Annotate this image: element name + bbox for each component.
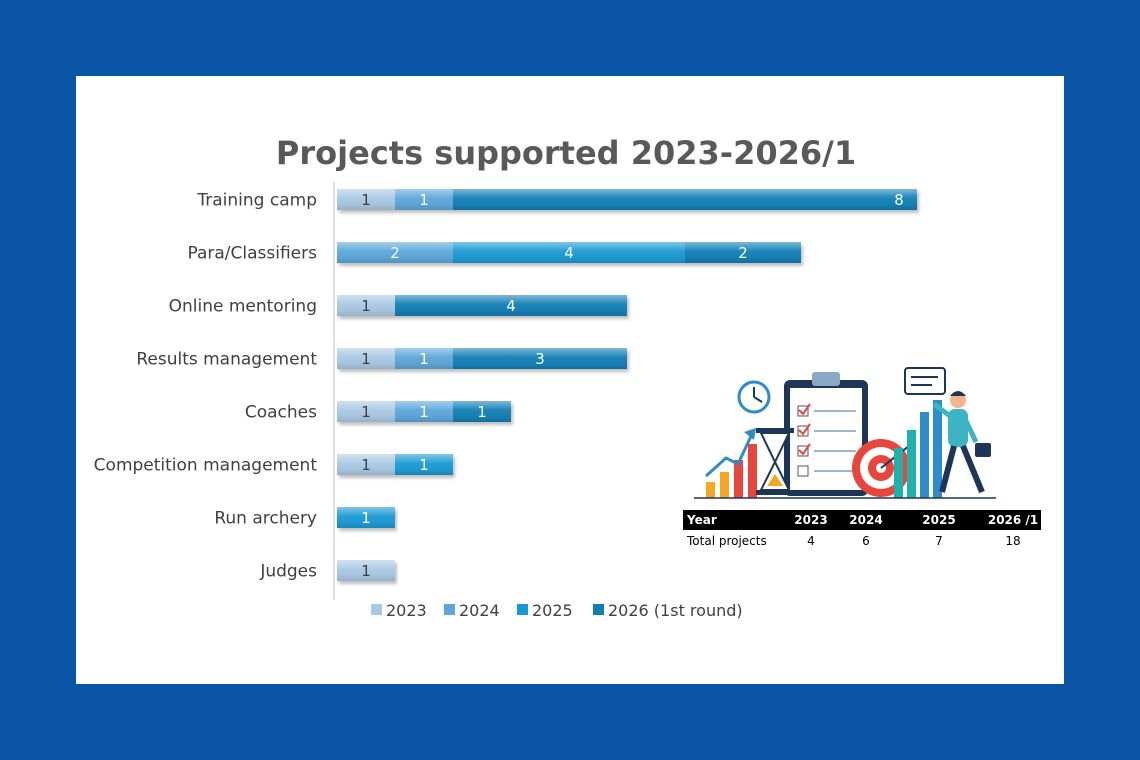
bar-highlight [337, 507, 395, 528]
bar-highlight [453, 348, 627, 369]
bar-highlight [337, 242, 453, 263]
target-icon [852, 439, 915, 497]
value-label-online-mentoring-2023: 1 [361, 297, 371, 315]
value-label-para-classifiers-2026-1st-round: 2 [738, 244, 748, 262]
bar-highlight [337, 348, 395, 369]
table-header-2026: 2026 /1 [988, 513, 1038, 527]
bar-highlight [337, 189, 395, 210]
bar-highlight [395, 401, 453, 422]
bar-highlight [685, 242, 801, 263]
legend-label-2024: 2024 [459, 601, 500, 620]
bar-highlight [395, 189, 453, 210]
growth-bars-icon [704, 428, 757, 498]
category-label-run-archery: Run archery [214, 509, 317, 529]
value-label-competition-management-2023: 1 [361, 456, 371, 474]
bar-highlight [337, 295, 395, 316]
legend: 2023 2024 2025 2026 (1st round) [371, 601, 743, 620]
bar-highlight [395, 348, 453, 369]
value-label-training-camp-2026-1st-round: 8 [894, 191, 904, 209]
value-label-competition-management-2025: 1 [419, 456, 429, 474]
category-labels: Training camp Para/Classifiers Online ment… [94, 191, 318, 582]
hourglass-icon [756, 428, 794, 495]
legend-swatch-2024 [444, 604, 455, 615]
bar-highlight [453, 189, 917, 210]
category-label-competition-management: Competition management [94, 456, 318, 476]
chart-title: Projects supported 2023-2026/1 [276, 134, 856, 172]
category-label-judges: Judges [259, 562, 317, 582]
business-illustration [694, 367, 996, 499]
value-label-training-camp-2023: 1 [361, 191, 371, 209]
table-header-2025: 2025 [922, 513, 955, 527]
table-row-label: Total projects [686, 534, 767, 548]
legend-label-2025: 2025 [532, 601, 573, 620]
table-header-row [683, 510, 1041, 530]
clipboard-icon [784, 372, 868, 496]
value-label-results-management-2026-1st-round: 3 [535, 350, 545, 368]
legend-label-2026-1st-round: 2026 (1st round) [608, 601, 743, 620]
clock-icon [737, 380, 771, 414]
bar-highlight [453, 401, 511, 422]
bar-highlight [337, 401, 395, 422]
category-label-results-management: Results management [136, 350, 317, 370]
value-label-judges-2023: 1 [361, 562, 371, 580]
bars-layer: 1 1 8 2 4 2 1 4 1 1 3 1 1 1 1 1 1 1 [337, 189, 917, 581]
table-header-year: Year [686, 513, 717, 527]
value-label-para-classifiers-2024: 2 [390, 244, 400, 262]
legend-swatch-2026-1st-round [593, 604, 604, 615]
value-label-training-camp-2024: 1 [419, 191, 429, 209]
bar-highlight [395, 295, 627, 316]
table-cell-2023: 4 [807, 534, 815, 548]
value-label-results-management-2023: 1 [361, 350, 371, 368]
table-header-2024: 2024 [849, 513, 882, 527]
person-icon [932, 391, 991, 494]
value-label-online-mentoring-2026-1st-round: 4 [506, 297, 516, 315]
category-label-online-mentoring: Online mentoring [169, 297, 317, 317]
value-label-coaches-2024: 1 [419, 403, 429, 421]
speech-bubble-icon [904, 367, 946, 395]
teal-bars-icon [894, 400, 942, 498]
summary-table: Year 2023 2024 2025 2026 /1 Total projec… [683, 510, 1041, 548]
bar-highlight [337, 454, 395, 475]
table-cell-2024: 6 [862, 534, 870, 548]
value-label-para-classifiers-2025: 4 [564, 244, 574, 262]
legend-swatch-2023 [371, 604, 382, 615]
value-label-coaches-2023: 1 [361, 403, 371, 421]
table-cell-2025: 7 [935, 534, 943, 548]
bar-highlight [453, 242, 685, 263]
legend-swatch-2025 [517, 604, 528, 615]
value-label-run-archery-2025: 1 [361, 509, 371, 527]
category-label-coaches: Coaches [245, 403, 317, 423]
legend-label-2023: 2023 [386, 601, 427, 620]
value-label-coaches-2026-1st-round: 1 [477, 403, 487, 421]
bar-highlight [337, 560, 395, 581]
category-label-training-camp: Training camp [196, 191, 317, 211]
table-cell-2026: 18 [1005, 534, 1020, 548]
bar-highlight [395, 454, 453, 475]
chart-svg: Projects supported 2023-2026/1 1 1 82 4 21 41… [94, 134, 1041, 620]
value-label-results-management-2024: 1 [419, 350, 429, 368]
category-label-para-classifiers: Para/Classifiers [187, 244, 317, 264]
table-header-2023: 2023 [794, 513, 827, 527]
